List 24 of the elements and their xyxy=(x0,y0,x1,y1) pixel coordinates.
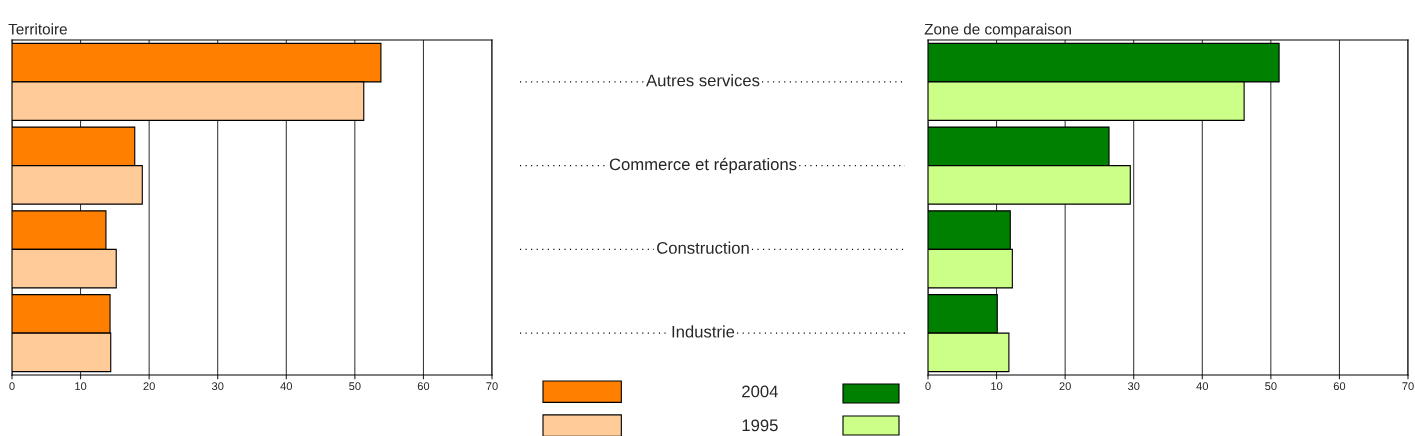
x-tick-label: 70 xyxy=(486,382,498,391)
x-tick-label: 10 xyxy=(75,382,87,391)
chart-title: Zone de comparaison xyxy=(924,23,1071,38)
x-tick-label: 60 xyxy=(1333,382,1346,391)
chart-title: Territoire xyxy=(8,23,67,35)
x-tick-label: 50 xyxy=(349,382,361,391)
x-tick-label: 60 xyxy=(417,382,430,391)
category-label: Industrie xyxy=(672,325,735,338)
x-tick-label: 0 xyxy=(9,382,15,391)
text: 2004 xyxy=(742,385,778,398)
x-tick-label: 20 xyxy=(143,382,155,391)
category-label: Commerce et réparations xyxy=(609,157,797,174)
x-tick-label: 10 xyxy=(991,382,1003,391)
category-label: Construction xyxy=(657,241,749,254)
x-tick-label: 20 xyxy=(1059,382,1071,391)
x-tick-label: 0 xyxy=(925,382,931,391)
text: 1995 xyxy=(742,419,778,432)
x-tick-label: 40 xyxy=(1196,382,1209,391)
x-tick-label: 70 xyxy=(1402,382,1414,391)
x-tick-label: 30 xyxy=(211,382,224,391)
category-label: Autres services xyxy=(646,74,760,87)
x-tick-label: 40 xyxy=(280,382,293,391)
x-tick-label: 50 xyxy=(1265,382,1277,391)
x-tick-label: 30 xyxy=(1127,382,1140,391)
